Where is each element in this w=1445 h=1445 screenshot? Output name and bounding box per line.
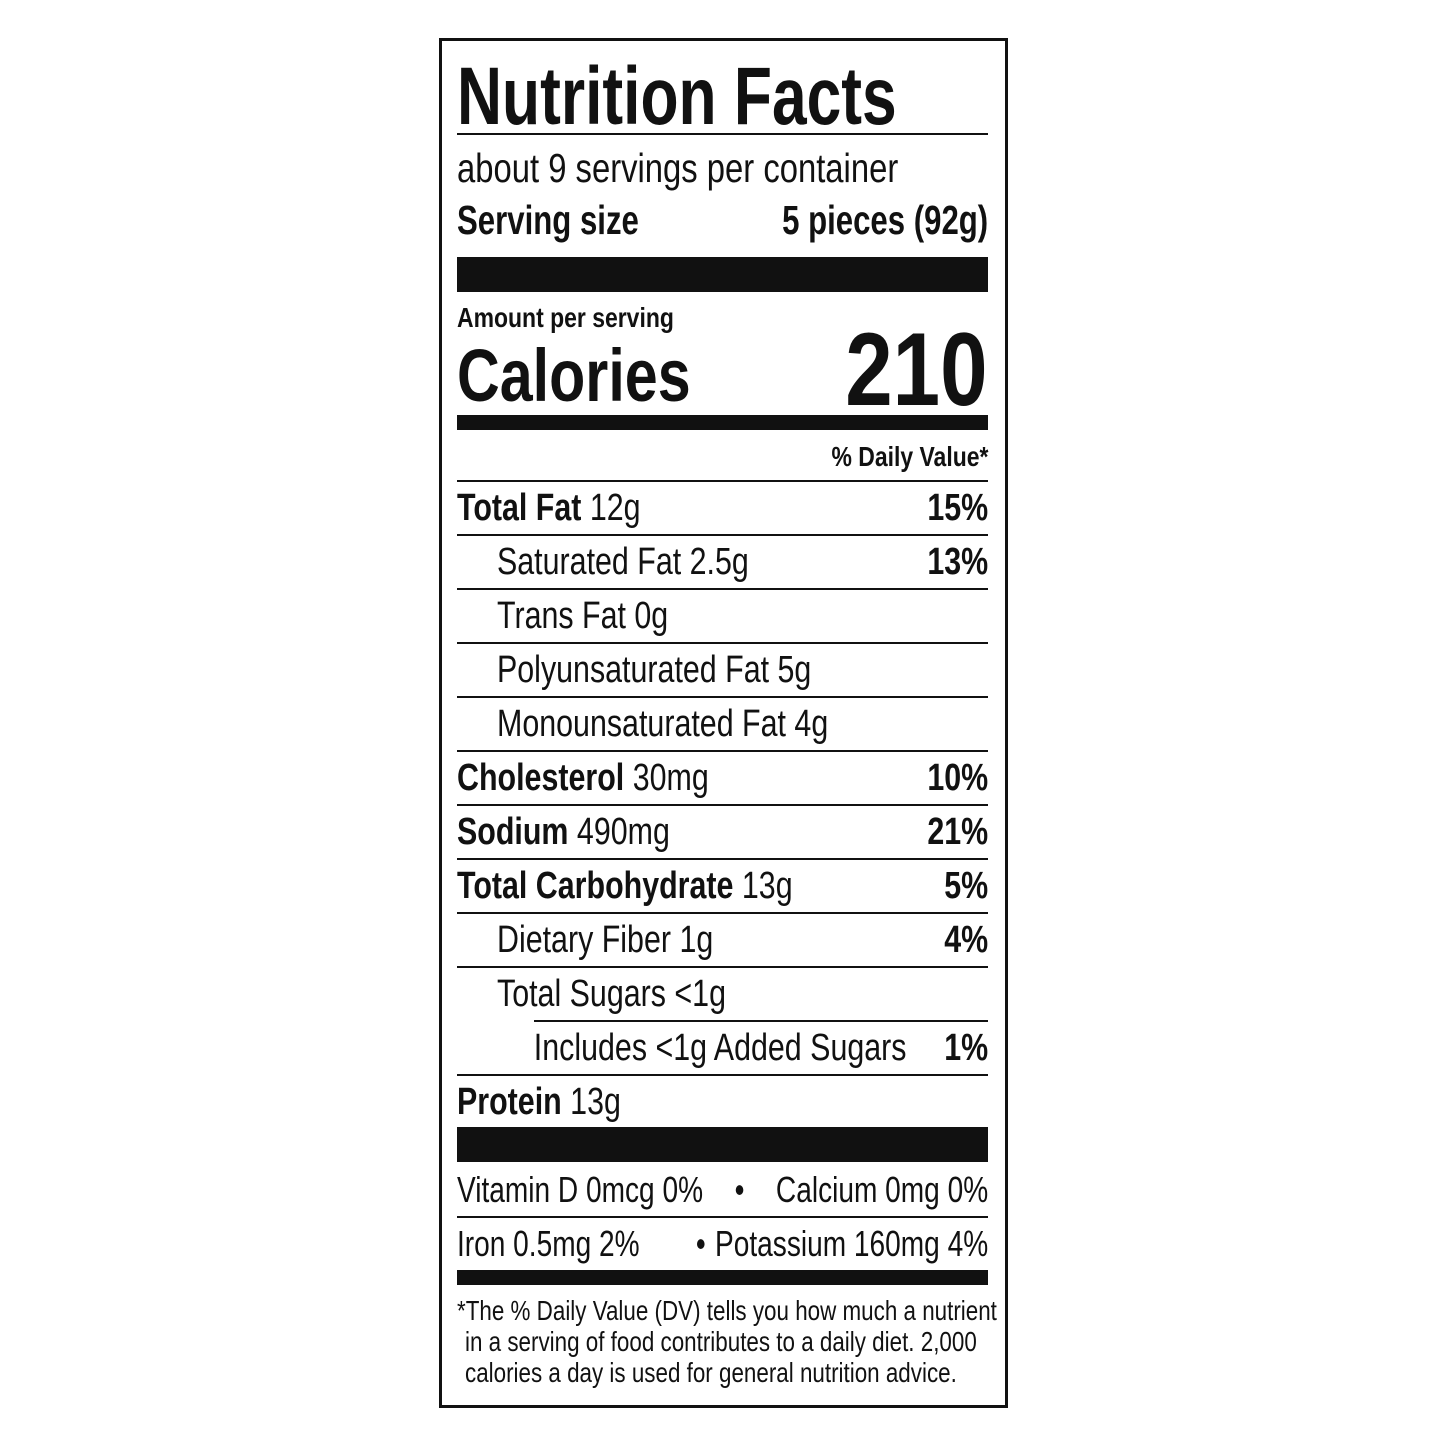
nutrient-row-monounsaturated-fat: Monounsaturated Fat 4g	[457, 697, 988, 752]
nutrient-row-total-sugars: Total Sugars <1g	[457, 967, 988, 1022]
thick-bar	[457, 1127, 988, 1162]
divider	[457, 480, 988, 482]
nutrient-row-total-fat: Total Fat 12g 15%	[457, 481, 988, 536]
thick-bar	[457, 257, 988, 292]
medium-bar	[457, 415, 988, 430]
calories-row: Calories 210	[457, 312, 988, 428]
medium-bar	[457, 1270, 988, 1285]
serving-size: Serving size 5 pieces (92g)	[457, 197, 988, 243]
nutrient-row-polyunsaturated-fat: Polyunsaturated Fat 5g	[457, 643, 988, 698]
label-title: Nutrition Facts	[457, 51, 897, 142]
nutrient-row-sodium: Sodium 490mg 21%	[457, 805, 988, 860]
vitamin-row-1: Vitamin D 0mcg 0% • Calcium 0mg 0%	[457, 1163, 988, 1218]
nutrient-row-dietary-fiber: Dietary Fiber 1g 4%	[457, 913, 988, 968]
divider	[457, 133, 988, 135]
daily-value-header: % Daily Value*	[831, 441, 988, 472]
vitamin-row-2: Iron 0.5mg 2% • Potassium 160mg 4%	[457, 1217, 988, 1271]
nutrient-row-trans-fat: Trans Fat 0g	[457, 589, 988, 644]
bullet: •	[695, 1223, 706, 1264]
nutrient-row-added-sugars: Includes <1g Added Sugars 1%	[457, 1021, 988, 1076]
amount-per-serving: Amount per serving	[457, 302, 674, 333]
footnote: *The % Daily Value (DV) tells you how mu…	[457, 1295, 997, 1388]
servings-per-container: about 9 servings per container	[457, 145, 899, 191]
nutrition-label-border	[439, 38, 1008, 1408]
nutrient-row-cholesterol: Cholesterol 30mg 10%	[457, 751, 988, 806]
bullet: •	[734, 1169, 745, 1210]
nutrient-row-saturated-fat: Saturated Fat 2.5g 13%	[457, 535, 988, 590]
nutrient-row-protein: Protein 13g	[457, 1081, 621, 1123]
nutrient-row-total-carbohydrate: Total Carbohydrate 13g 5%	[457, 859, 988, 914]
